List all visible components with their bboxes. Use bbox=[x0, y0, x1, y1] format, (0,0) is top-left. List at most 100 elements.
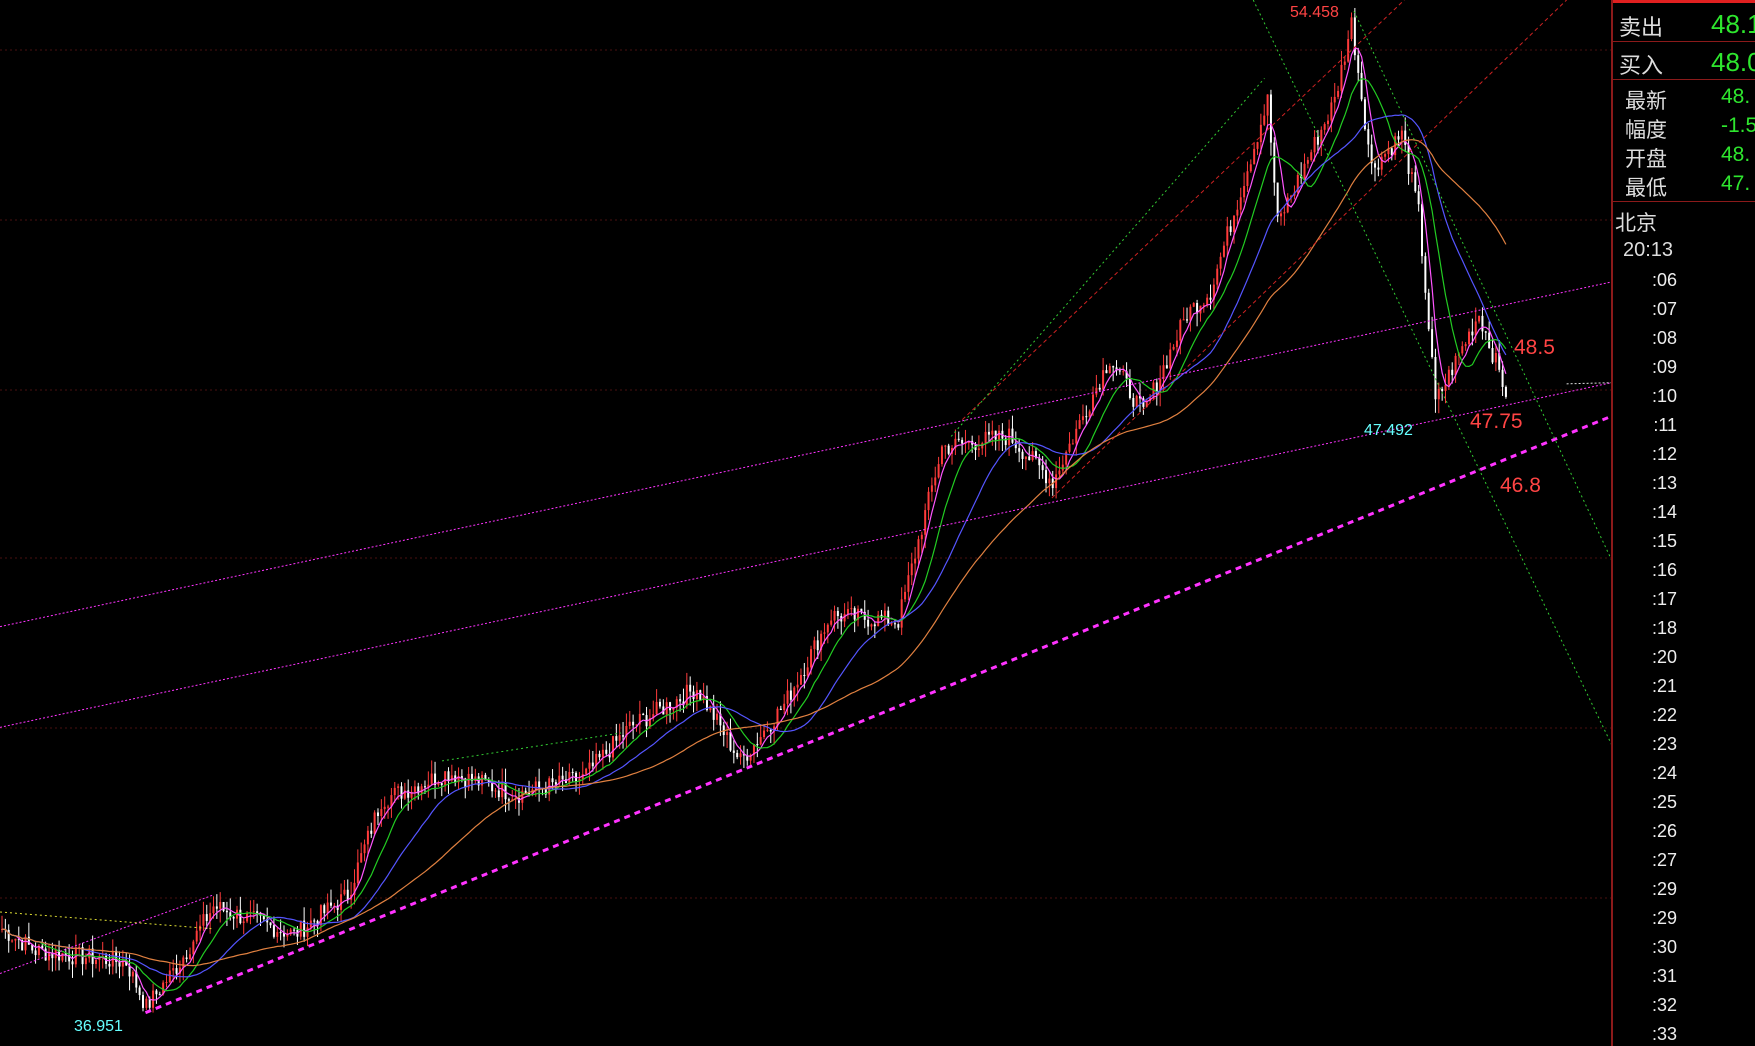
candle-body bbox=[769, 729, 772, 732]
candle-body bbox=[1377, 167, 1380, 170]
time-tick: :26 bbox=[1651, 821, 1677, 841]
candle-body bbox=[987, 431, 990, 435]
time-tick: :24 bbox=[1651, 763, 1677, 783]
candle-body bbox=[141, 995, 144, 1008]
candle-body bbox=[420, 786, 423, 794]
candle-body bbox=[1088, 411, 1091, 417]
candle-body bbox=[507, 799, 510, 801]
candle-body bbox=[256, 911, 259, 914]
buy-row: 买入 48.0 bbox=[1613, 41, 1755, 80]
candle-body bbox=[1494, 353, 1497, 363]
candle-body bbox=[1360, 72, 1363, 100]
candle-body bbox=[1353, 17, 1356, 56]
candle-body bbox=[1125, 371, 1128, 379]
time-tick: :22 bbox=[1651, 705, 1677, 725]
moving-average-line bbox=[1, 139, 1507, 967]
candle-body bbox=[178, 967, 181, 974]
candle-body bbox=[961, 439, 964, 444]
candle-body bbox=[356, 862, 359, 883]
candle-body bbox=[370, 830, 373, 834]
time-tick: :20 bbox=[1651, 647, 1677, 667]
candle-body bbox=[1038, 457, 1041, 466]
candle-body bbox=[1273, 142, 1276, 183]
candle-body bbox=[212, 906, 215, 914]
time-tick: :11 bbox=[1653, 415, 1677, 435]
candle-body bbox=[1343, 61, 1346, 65]
candle-body bbox=[1186, 319, 1189, 321]
candle-body bbox=[494, 790, 497, 792]
candle-body bbox=[900, 599, 903, 628]
candle-body bbox=[964, 443, 967, 445]
candle-body bbox=[1169, 349, 1172, 369]
current-time: 20:13 bbox=[1623, 239, 1674, 261]
candle-body bbox=[1132, 397, 1135, 407]
candle-body bbox=[554, 782, 557, 785]
candlestick-chart[interactable] bbox=[0, 0, 1611, 1046]
candle-body bbox=[497, 790, 500, 798]
candle-body bbox=[1363, 99, 1366, 130]
candle-body bbox=[1290, 195, 1293, 198]
candle-body bbox=[934, 477, 937, 486]
low-price-label-left: 36.951 bbox=[74, 1018, 123, 1035]
candle-body bbox=[984, 431, 987, 444]
candle-body bbox=[299, 920, 302, 937]
candle-body bbox=[444, 771, 447, 785]
info-value: -1.5 bbox=[1721, 114, 1755, 137]
candle-body bbox=[793, 687, 796, 700]
candle-body bbox=[491, 782, 494, 792]
candle-body bbox=[1280, 213, 1283, 217]
candle-body bbox=[1034, 451, 1037, 458]
time-tick: :06 bbox=[1651, 270, 1677, 290]
candle-body bbox=[1105, 370, 1108, 374]
panel-top-bar bbox=[1613, 0, 1755, 3]
candle-body bbox=[857, 608, 860, 620]
candle-body bbox=[810, 649, 813, 668]
candle-body bbox=[1212, 284, 1215, 300]
candle-body bbox=[1370, 144, 1373, 164]
candle-body bbox=[578, 778, 581, 782]
resistance-line bbox=[1051, 0, 1567, 499]
candle-body bbox=[632, 721, 635, 726]
candle-body bbox=[1229, 226, 1232, 232]
candle-body bbox=[1397, 136, 1400, 140]
candle-body bbox=[877, 614, 880, 627]
candle-body bbox=[460, 776, 463, 779]
candle-body bbox=[1165, 365, 1168, 369]
candle-body bbox=[897, 624, 900, 628]
time-tick: :29 bbox=[1651, 908, 1677, 928]
candle-body bbox=[719, 713, 722, 726]
candle-body bbox=[977, 448, 980, 451]
candle-body bbox=[94, 959, 97, 965]
candle-body bbox=[410, 791, 413, 798]
candle-body bbox=[759, 737, 762, 745]
candle-body bbox=[1118, 370, 1121, 372]
candle-body bbox=[430, 773, 433, 785]
candle-body bbox=[1400, 130, 1403, 140]
candle-body bbox=[413, 786, 416, 792]
candle-body bbox=[816, 640, 819, 651]
low-price-label-right: 47.492 bbox=[1364, 422, 1413, 439]
time-tick: :33 bbox=[1651, 1024, 1677, 1044]
candle-body bbox=[209, 913, 212, 921]
candle-body bbox=[7, 929, 10, 941]
candle-body bbox=[682, 701, 685, 706]
candle-body bbox=[34, 950, 37, 956]
candle-body bbox=[195, 930, 198, 942]
candle-body bbox=[830, 620, 833, 625]
channel-line bbox=[0, 382, 1611, 728]
candle-body bbox=[387, 806, 390, 808]
candle-body bbox=[957, 438, 960, 440]
candle-body bbox=[1454, 355, 1457, 376]
candle-body bbox=[850, 608, 853, 610]
candle-body bbox=[575, 772, 578, 782]
downtrend-line bbox=[1252, 0, 1611, 745]
sell-label: 卖出 bbox=[1619, 16, 1664, 41]
level-label-48-5: 48.5 bbox=[1514, 336, 1555, 359]
candle-body bbox=[1253, 148, 1256, 165]
candle-body bbox=[440, 783, 443, 785]
candle-body bbox=[219, 902, 222, 909]
candle-body bbox=[846, 609, 849, 614]
candle-body bbox=[1216, 268, 1219, 285]
level-label-46-8: 46.8 bbox=[1500, 474, 1541, 497]
candle-body bbox=[1431, 329, 1434, 357]
